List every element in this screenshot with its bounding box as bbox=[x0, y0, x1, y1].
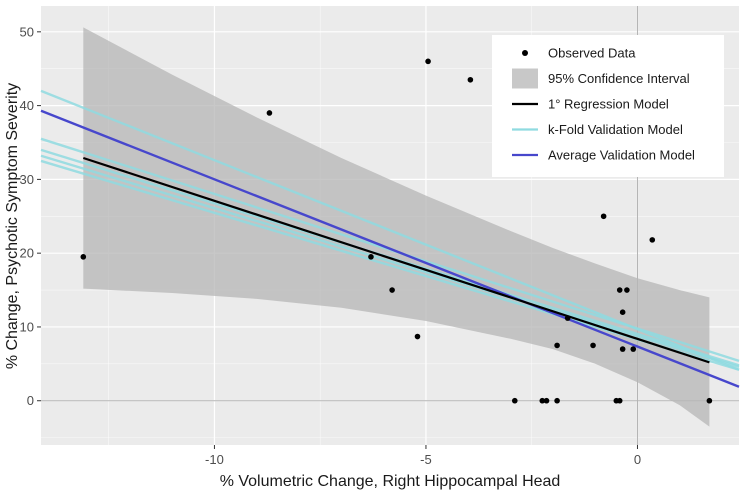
y-tick-label: 30 bbox=[20, 172, 34, 187]
data-point bbox=[467, 76, 474, 83]
x-axis-ticks: -10 -5 0 bbox=[205, 445, 641, 467]
y-tick-label: 0 bbox=[27, 393, 34, 408]
data-point bbox=[616, 397, 623, 404]
kfold-model-line bbox=[40, 154, 740, 368]
data-point bbox=[425, 58, 431, 65]
x-tick-label: -10 bbox=[205, 452, 224, 467]
legend-label: Observed Data bbox=[548, 46, 636, 61]
data-point bbox=[389, 287, 395, 293]
y-tick-label: 50 bbox=[20, 24, 34, 39]
y-tick-label: 40 bbox=[20, 98, 34, 113]
data-point bbox=[590, 342, 596, 349]
y-axis-ticks: 0 10 20 30 40 50 bbox=[20, 24, 41, 408]
legend-key-point bbox=[522, 50, 528, 56]
data-point bbox=[624, 287, 630, 293]
legend: Observed Data 95% Confidence Interval 1° R… bbox=[492, 35, 724, 177]
primary-model-layer bbox=[82, 156, 710, 364]
data-point bbox=[706, 397, 713, 404]
confidence-band bbox=[83, 27, 710, 427]
data-point bbox=[616, 287, 623, 293]
average-model-layer bbox=[40, 109, 740, 388]
x-axis-title: % Volumetric Change, Right Hippocampal H… bbox=[220, 473, 561, 490]
data-point bbox=[554, 397, 560, 404]
legend-label: 95% Confidence Interval bbox=[548, 71, 690, 86]
y-tick-label: 20 bbox=[20, 246, 34, 261]
primary-model-line bbox=[82, 156, 710, 364]
legend-key-band bbox=[512, 68, 538, 89]
data-point bbox=[630, 346, 637, 352]
data-point bbox=[266, 110, 273, 116]
y-axis-title: % Change, Psychotic Symptom Severity bbox=[4, 83, 21, 369]
average-model-line bbox=[40, 109, 740, 388]
data-point bbox=[619, 346, 626, 352]
y-tick-label: 10 bbox=[20, 319, 34, 334]
data-point bbox=[554, 342, 560, 349]
data-point bbox=[600, 213, 607, 220]
data-point bbox=[414, 333, 421, 340]
legend-label: Average Validation Model bbox=[548, 148, 695, 163]
legend-box bbox=[492, 35, 724, 177]
x-tick-label: 0 bbox=[634, 452, 641, 467]
data-point bbox=[649, 237, 656, 243]
legend-label: 1° Regression Model bbox=[548, 97, 669, 112]
observed-data-points bbox=[80, 58, 713, 404]
confidence-band-layer bbox=[83, 27, 710, 427]
data-point bbox=[564, 315, 571, 321]
data-point bbox=[543, 397, 550, 404]
data-point bbox=[368, 254, 374, 260]
data-point bbox=[511, 397, 518, 404]
data-point bbox=[80, 254, 87, 260]
legend-label: k-Fold Validation Model bbox=[548, 122, 683, 137]
data-point bbox=[619, 309, 626, 315]
x-tick-label: -5 bbox=[420, 452, 432, 467]
data-point bbox=[539, 397, 546, 404]
